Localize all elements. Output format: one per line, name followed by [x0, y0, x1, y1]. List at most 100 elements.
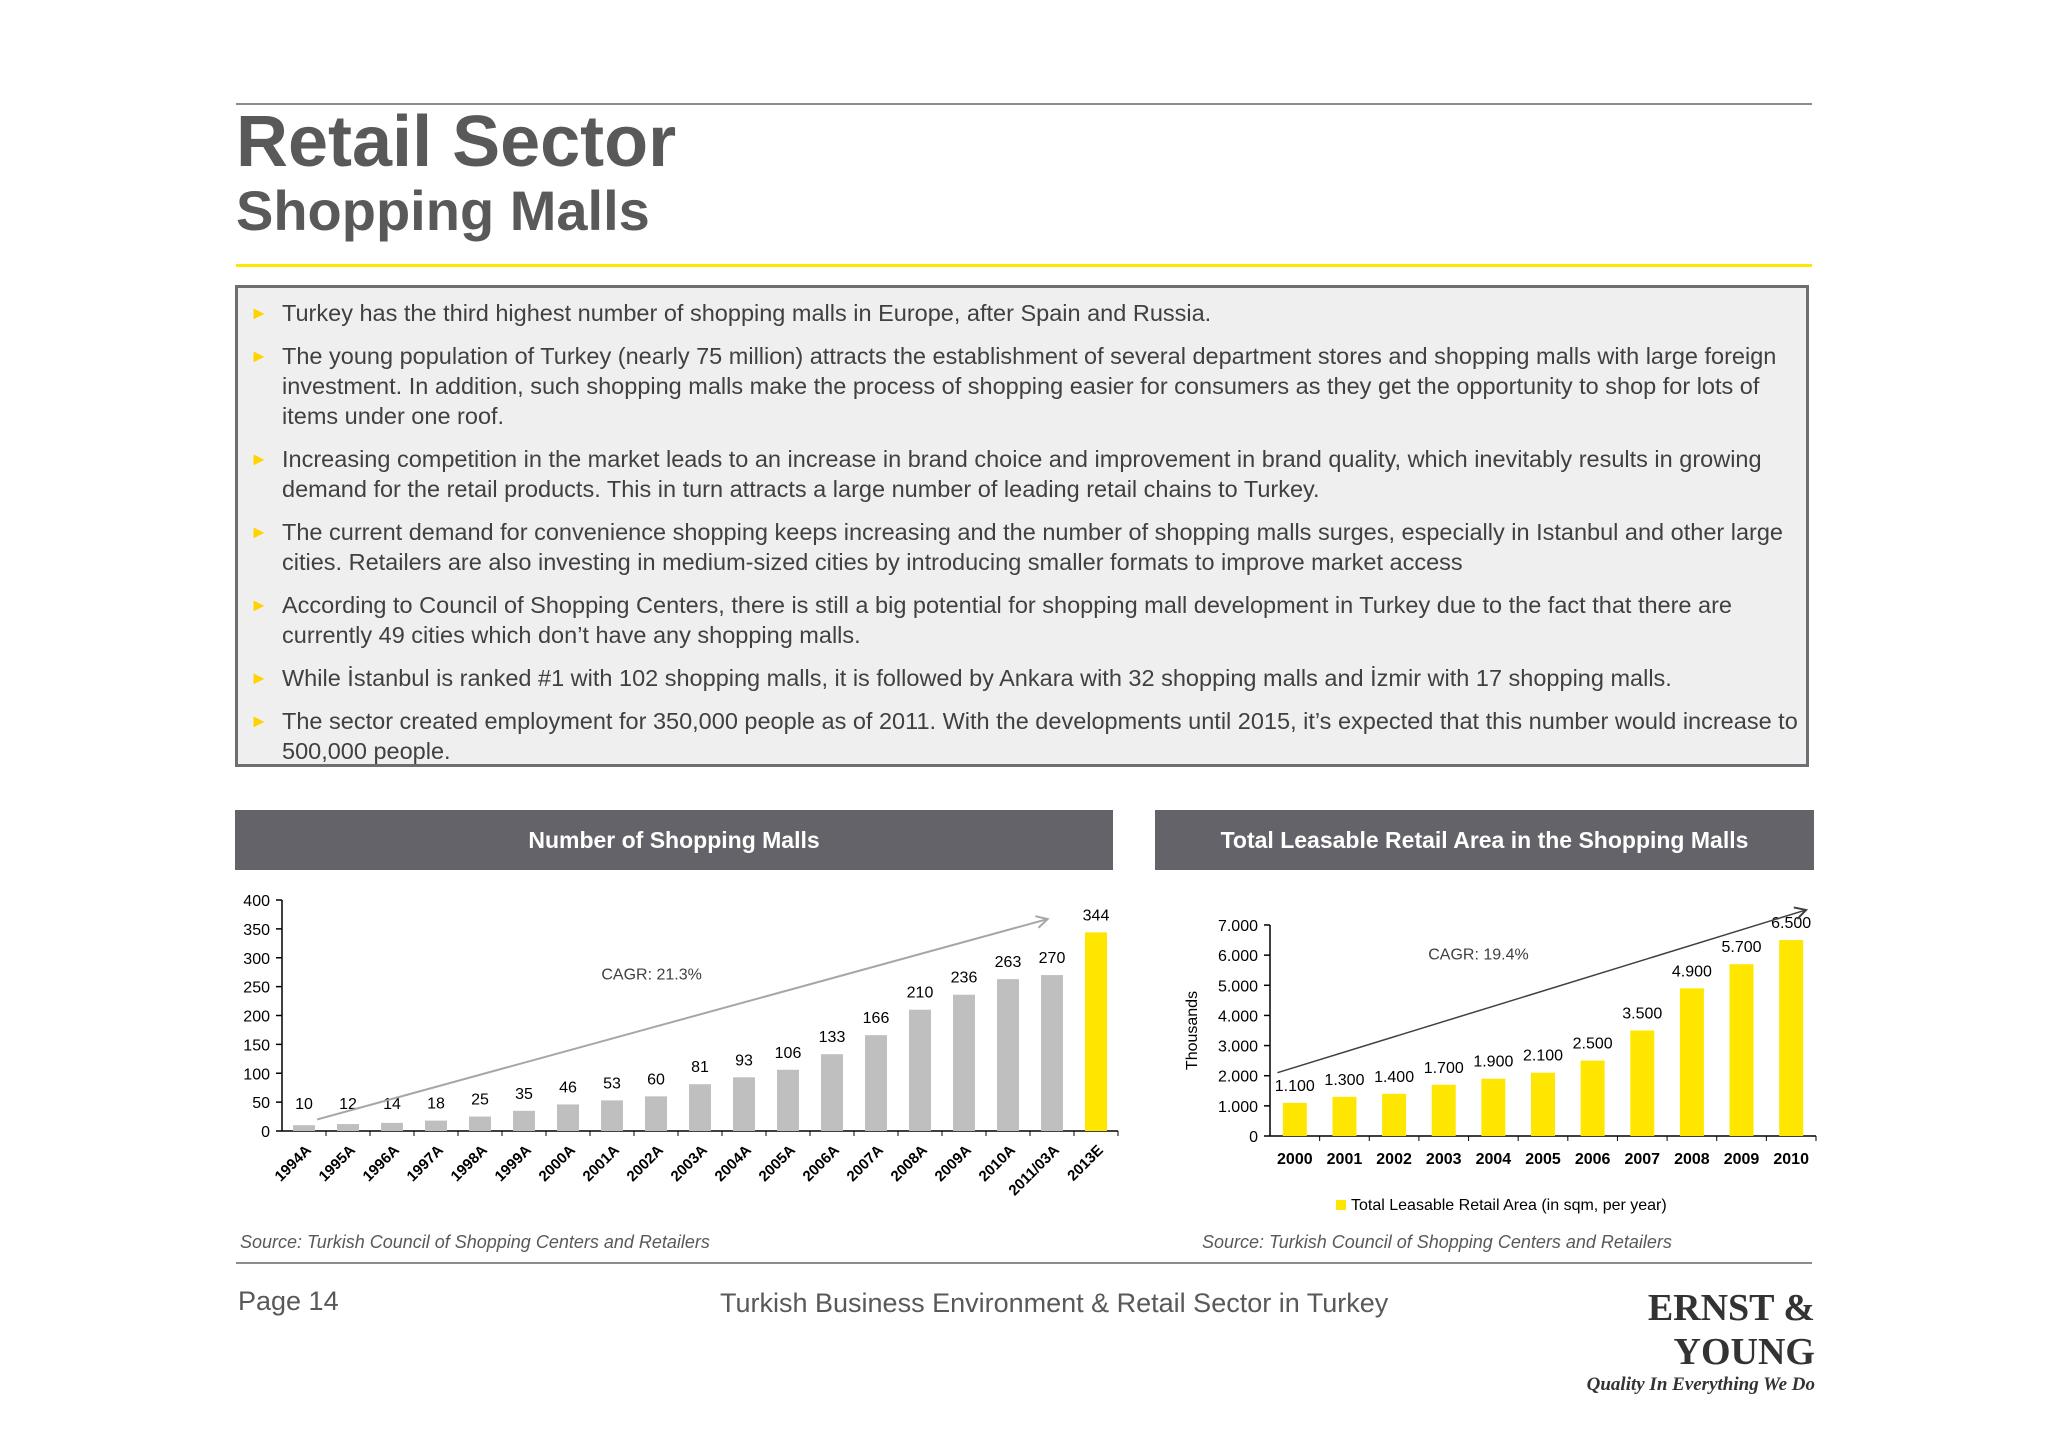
data-label: 93: [735, 1052, 753, 1069]
y-tick-label: 400: [243, 893, 270, 910]
trend-arrow: [316, 919, 1047, 1121]
data-label: 106: [775, 1045, 802, 1062]
page-subtitle: Shopping Malls: [236, 179, 650, 242]
cagr-annotation: CAGR: 21.3%: [601, 967, 701, 984]
leasable-area-chart: 0 1.000 2.000 3.000 4.000 5.000 6.000 7.000 Thou…: [1184, 880, 1817, 1214]
top-rule: [236, 103, 1812, 105]
bullet-arrow-icon: ►: [250, 668, 268, 688]
x-tick-label: 2003A: [668, 1142, 711, 1185]
bar: [733, 1077, 755, 1131]
data-label: 210: [907, 985, 934, 1002]
x-tick-label: 1995A: [316, 1142, 359, 1185]
x-tick-label: 2008: [1674, 1151, 1710, 1168]
y-axis-title: Thousands: [1184, 991, 1201, 1070]
bar: [557, 1104, 579, 1131]
bar: [425, 1120, 447, 1131]
bullet-item: ► The young population of Turkey (nearly …: [250, 343, 1777, 429]
bar: [1779, 940, 1804, 1136]
x-tick-label: 1998A: [448, 1142, 491, 1185]
bullet-arrow-icon: ►: [250, 711, 268, 731]
x-tick-label: 2000: [1277, 1151, 1313, 1168]
x-tick-label: 2008A: [888, 1142, 931, 1185]
data-label: 6.500: [1771, 915, 1811, 932]
bullet-item: ► The sector created employment for 350,0…: [250, 708, 1798, 764]
y-tick-label: 300: [243, 951, 270, 968]
bar: [1332, 1096, 1357, 1136]
x-tick-label: 1997A: [404, 1142, 447, 1185]
page-title: Retail Sector: [236, 102, 677, 182]
x-tick-label: 2004A: [712, 1142, 755, 1185]
x-tick-label: 2004: [1476, 1151, 1512, 1168]
bar: [1679, 988, 1704, 1136]
data-label: 60: [647, 1071, 665, 1088]
x-tick-label: 1996A: [360, 1142, 403, 1185]
data-label: 3.500: [1622, 1006, 1662, 1023]
data-label: 35: [515, 1086, 533, 1103]
bar: [381, 1122, 403, 1131]
x-tick-label: 2006A: [800, 1142, 843, 1185]
data-label: 263: [995, 954, 1022, 971]
y-tick-label: 0: [1249, 1129, 1258, 1146]
y-tick-label: 6.000: [1218, 948, 1258, 965]
y-tick-label: 5.000: [1218, 978, 1258, 995]
logo-tagline: Quality In Everything We Do: [1586, 1374, 1815, 1395]
chart2-header: Total Leasable Retail Area in the Shoppi…: [1155, 810, 1814, 870]
key-points-box: ► Turkey has the third highest number of …: [235, 285, 1809, 767]
chart2-source: Source: Turkish Council of Shopping Cent…: [1202, 1232, 1672, 1252]
trend-arrow: [1277, 910, 1806, 1074]
bar: [1282, 1102, 1307, 1136]
y-tick-label: 200: [243, 1009, 270, 1026]
bullet-arrow-icon: ►: [250, 449, 268, 469]
bullet-arrow-icon: ►: [250, 595, 268, 615]
document-title: Turkish Business Environment & Retail Se…: [720, 1288, 1389, 1318]
bar: [1531, 1072, 1555, 1136]
data-label: 344: [1083, 907, 1110, 924]
x-tick-label: 1994A: [272, 1142, 315, 1185]
data-label: 1.700: [1424, 1060, 1464, 1077]
data-label: 2.500: [1573, 1036, 1613, 1053]
data-label: 166: [863, 1010, 890, 1027]
y-tick-label: 2.000: [1218, 1069, 1258, 1086]
x-tick-label: 2009A: [932, 1142, 975, 1185]
bar: [1041, 975, 1063, 1131]
company-logo: ERNST & YOUNG Quality In Everything We D…: [1530, 1286, 1815, 1396]
x-tick-label: 2007A: [844, 1142, 887, 1185]
x-tick-label: 2000A: [536, 1142, 579, 1185]
x-tick-label: 2005A: [756, 1142, 799, 1185]
data-label: 18: [427, 1096, 445, 1113]
y-tick-label: 7.000: [1218, 918, 1258, 935]
bar: [513, 1110, 535, 1131]
bullet-arrow-icon: ►: [250, 522, 268, 542]
bar: [293, 1125, 315, 1131]
bar: [469, 1116, 491, 1131]
x-tick-label: 2006: [1575, 1151, 1611, 1168]
bullet-item: ► Turkey has the third highest number of …: [250, 300, 1212, 326]
data-label: 53: [603, 1075, 621, 1092]
data-label: 81: [691, 1059, 709, 1076]
x-tick-label: 2001A: [580, 1142, 623, 1185]
x-tick-label: 2009: [1724, 1151, 1760, 1168]
bar: [1729, 964, 1754, 1136]
data-label: 1.400: [1374, 1069, 1414, 1086]
y-tick-label: 0: [261, 1124, 270, 1141]
y-tick-label: 150: [243, 1037, 270, 1054]
bar: [689, 1084, 711, 1131]
bar: [1580, 1060, 1605, 1136]
data-label: 270: [1039, 950, 1066, 967]
bar: [337, 1124, 359, 1131]
bullet-arrow-icon: ►: [250, 346, 268, 366]
data-label: 133: [819, 1029, 846, 1046]
bar: [1085, 932, 1107, 1131]
x-tick-label: 2001: [1327, 1151, 1363, 1168]
data-label: 5.700: [1722, 939, 1762, 956]
x-tick-label: 2002A: [624, 1142, 667, 1185]
bar: [909, 1009, 931, 1131]
y-tick-label: 1.000: [1218, 1099, 1258, 1116]
shopping-malls-chart: 050100150200250300350400101994A121995A14…: [243, 893, 1119, 1199]
bullet-item: ► According to Council of Shopping Center…: [250, 592, 1733, 648]
bar: [821, 1054, 843, 1131]
data-label: 1.900: [1473, 1054, 1513, 1071]
legend-swatch: [1336, 1200, 1346, 1210]
bar: [601, 1100, 623, 1131]
y-tick-label: 50: [252, 1095, 270, 1112]
